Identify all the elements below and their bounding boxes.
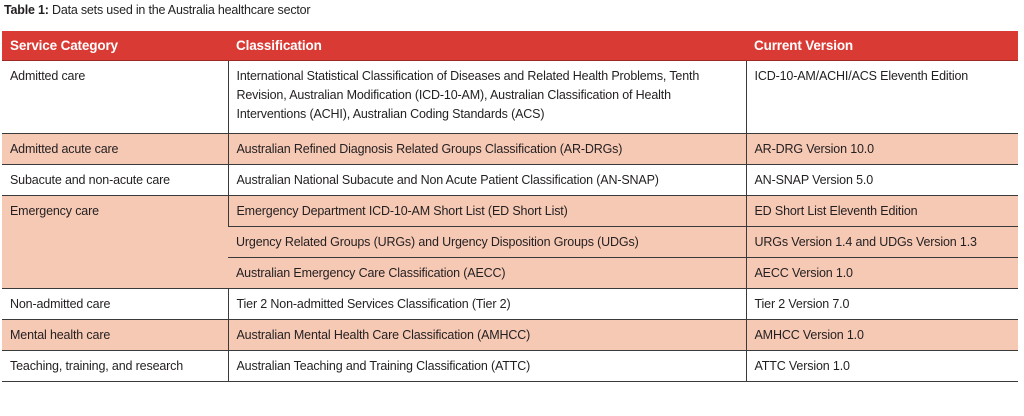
- cell-classification: Tier 2 Non-admitted Services Classificat…: [227, 288, 746, 320]
- cell-category: Mental health care: [2, 319, 228, 351]
- table-row: Mental health care Australian Mental Hea…: [2, 319, 1018, 351]
- cell-category: Non-admitted care: [2, 288, 228, 320]
- cell-classification: Australian National Subacute and Non Acu…: [227, 164, 746, 196]
- cell-category: Emergency care: [2, 195, 228, 289]
- header-service-category: Service Category: [2, 31, 228, 61]
- table-row: Emergency care Emergency Department ICD-…: [2, 195, 1018, 289]
- table-row: Urgency Related Groups (URGs) and Urgenc…: [2, 226, 1018, 258]
- cell-classification: Australian Emergency Care Classification…: [228, 257, 746, 289]
- table-row: Non-admitted care Tier 2 Non-admitted Se…: [2, 288, 1018, 320]
- cell-classification: International Statistical Classification…: [227, 60, 746, 134]
- cell-version: ICD-10-AM/ACHI/ACS Eleventh Edition: [745, 60, 1018, 134]
- header-current-version: Current Version: [746, 31, 1018, 61]
- cell-classification: Australian Mental Health Care Classifica…: [227, 319, 746, 351]
- table-row: Australian Emergency Care Classification…: [2, 257, 1018, 289]
- table-row: Admitted acute care Australian Refined D…: [2, 133, 1018, 165]
- cell-category: Admitted care: [2, 60, 228, 134]
- cell-version: ATTC Version 1.0: [745, 350, 1018, 382]
- datasets-table: Service Category Classification Current …: [2, 31, 1018, 382]
- cell-classification: Australian Refined Diagnosis Related Gro…: [227, 133, 746, 165]
- caption-text: Data sets used in the Australia healthca…: [48, 3, 311, 17]
- cell-classification: Emergency Department ICD-10-AM Short Lis…: [227, 195, 746, 227]
- cell-version: AMHCC Version 1.0: [745, 319, 1018, 351]
- table-header-row: Service Category Classification Current …: [2, 31, 1018, 61]
- cell-category: Teaching, training, and research: [2, 350, 228, 382]
- cell-version: ED Short List Eleventh Edition: [745, 195, 1018, 227]
- cell-version: AECC Version 1.0: [745, 257, 1018, 289]
- table-row: Subacute and non-acute care Australian N…: [2, 164, 1018, 196]
- cell-category: Admitted acute care: [2, 133, 228, 165]
- table-caption: Table 1: Data sets used in the Australia…: [4, 3, 311, 17]
- cell-version: AN-SNAP Version 5.0: [745, 164, 1018, 196]
- header-classification: Classification: [228, 31, 746, 61]
- table-row: Admitted care International Statistical …: [2, 60, 1018, 134]
- cell-version: Tier 2 Version 7.0: [745, 288, 1018, 320]
- table-row: Teaching, training, and research Austral…: [2, 350, 1018, 382]
- cell-version: AR-DRG Version 10.0: [745, 133, 1018, 165]
- cell-version: URGs Version 1.4 and UDGs Version 1.3: [745, 226, 1018, 258]
- cell-classification: Australian Teaching and Training Classif…: [227, 350, 746, 382]
- cell-classification: Urgency Related Groups (URGs) and Urgenc…: [228, 226, 746, 258]
- cell-category: Subacute and non-acute care: [2, 164, 228, 196]
- caption-label: Table 1:: [4, 3, 49, 17]
